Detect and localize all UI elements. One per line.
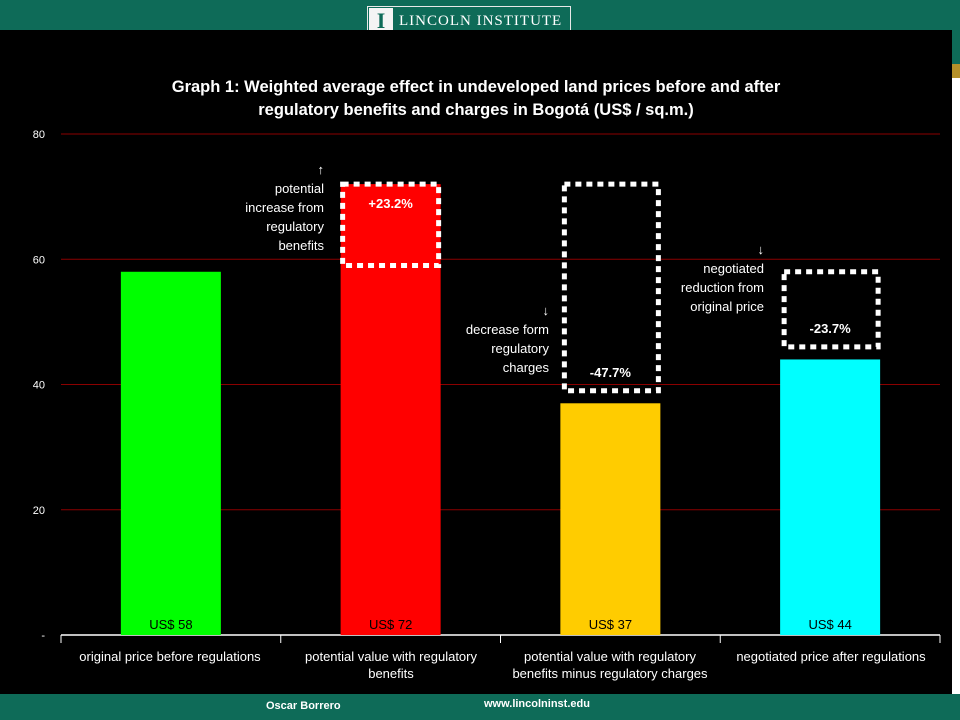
y-tick-label: 60 — [33, 254, 45, 266]
up-arrow-icon: ↑ — [317, 162, 325, 177]
chart-title-line-2: regulatory benefits and charges in Bogot… — [258, 101, 694, 119]
change-box — [781, 269, 881, 350]
bar-value-label: US$ 58 — [149, 617, 192, 632]
bar — [560, 403, 661, 635]
annotation-line: reduction from — [680, 280, 764, 295]
bar — [780, 359, 881, 635]
x-axis-category-label: original price before regulations — [79, 649, 261, 664]
bar — [120, 271, 221, 635]
annotation-line: negotiated — [703, 261, 764, 276]
footer-author: Oscar Borrero — [266, 700, 341, 712]
annotation-line: charges — [502, 360, 549, 375]
x-axis-category-label: negotiated price after regulations — [736, 649, 926, 664]
y-tick-label: - — [41, 630, 45, 642]
change-label: -23.7% — [810, 321, 852, 336]
chart-title-line-1: Graph 1: Weighted average effect in unde… — [171, 78, 781, 96]
footer-band — [0, 694, 960, 720]
annotation-line: regulatory — [266, 219, 324, 234]
annotation-charges: ↓ decrease form regulatory charges — [466, 301, 549, 377]
logo-mark-icon: I — [369, 8, 393, 34]
bar-value-label: US$ 37 — [589, 617, 632, 632]
bar — [340, 184, 441, 635]
chart-title: Graph 1: Weighted average effect in unde… — [0, 76, 952, 122]
annotation-line: benefits — [278, 238, 324, 253]
annotation-line: original price — [690, 299, 764, 314]
change-box — [340, 181, 442, 269]
down-arrow-icon: ↓ — [542, 303, 550, 318]
x-axis-category-label: potential value with regulatory benefits — [305, 649, 477, 681]
change-box — [561, 181, 661, 394]
y-tick-label: 80 — [33, 129, 45, 141]
annotation-line: regulatory — [491, 341, 549, 356]
change-label: +23.2% — [368, 196, 413, 211]
annotation-line: increase from — [245, 200, 324, 215]
annotation-negotiated: ↓ negotiated reduction from original pri… — [681, 240, 764, 316]
bar-chart: - 20 40 60 80 US$ 58 US$ 72 US$ 37 US$ 44 +23.2% -… — [33, 129, 941, 643]
down-arrow-icon: ↓ — [757, 242, 765, 257]
annotation-line: decrease form — [465, 322, 549, 337]
logo-text: LINCOLN INSTITUTE — [399, 12, 563, 29]
bar-value-label: US$ 44 — [808, 617, 851, 632]
change-label: -47.7% — [590, 365, 632, 380]
y-tick-label: 20 — [33, 505, 45, 517]
footer-url-link[interactable]: www.lincolninst.edu — [484, 698, 590, 710]
annotation-benefits: ↑ potential increase from regulatory ben… — [245, 160, 324, 255]
bar-value-label: US$ 72 — [369, 617, 412, 632]
chart-panel: Graph 1: Weighted average effect in unde… — [0, 30, 952, 694]
y-tick-label: 40 — [33, 380, 45, 392]
x-axis-category-label: potential value with regulatory benefits… — [512, 649, 708, 681]
annotation-line: potential — [274, 181, 324, 196]
